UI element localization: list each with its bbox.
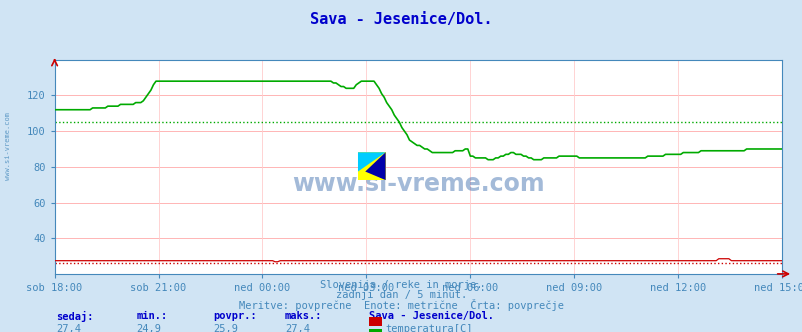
Text: www.si-vreme.com: www.si-vreme.com — [5, 112, 11, 180]
Text: min.:: min.: — [136, 311, 168, 321]
Text: maks.:: maks.: — [285, 311, 322, 321]
Text: 27,4: 27,4 — [285, 324, 310, 332]
Text: sedaj:: sedaj: — [56, 311, 94, 322]
Polygon shape — [358, 152, 385, 172]
Text: 25,9: 25,9 — [213, 324, 237, 332]
Text: 27,4: 27,4 — [56, 324, 81, 332]
Text: temperatura[C]: temperatura[C] — [385, 324, 472, 332]
Text: Sava - Jesenice/Dol.: Sava - Jesenice/Dol. — [310, 12, 492, 27]
Text: Sava - Jesenice/Dol.: Sava - Jesenice/Dol. — [369, 311, 494, 321]
Text: povpr.:: povpr.: — [213, 311, 256, 321]
Text: Slovenija / reke in morje.: Slovenija / reke in morje. — [320, 280, 482, 290]
FancyBboxPatch shape — [358, 152, 385, 180]
Polygon shape — [365, 152, 385, 180]
Text: zadnji dan / 5 minut.: zadnji dan / 5 minut. — [335, 290, 467, 299]
Text: 24,9: 24,9 — [136, 324, 161, 332]
Text: Meritve: povprečne  Enote: metrične  Črta: povprečje: Meritve: povprečne Enote: metrične Črta:… — [239, 299, 563, 311]
Text: www.si-vreme.com: www.si-vreme.com — [292, 172, 544, 196]
